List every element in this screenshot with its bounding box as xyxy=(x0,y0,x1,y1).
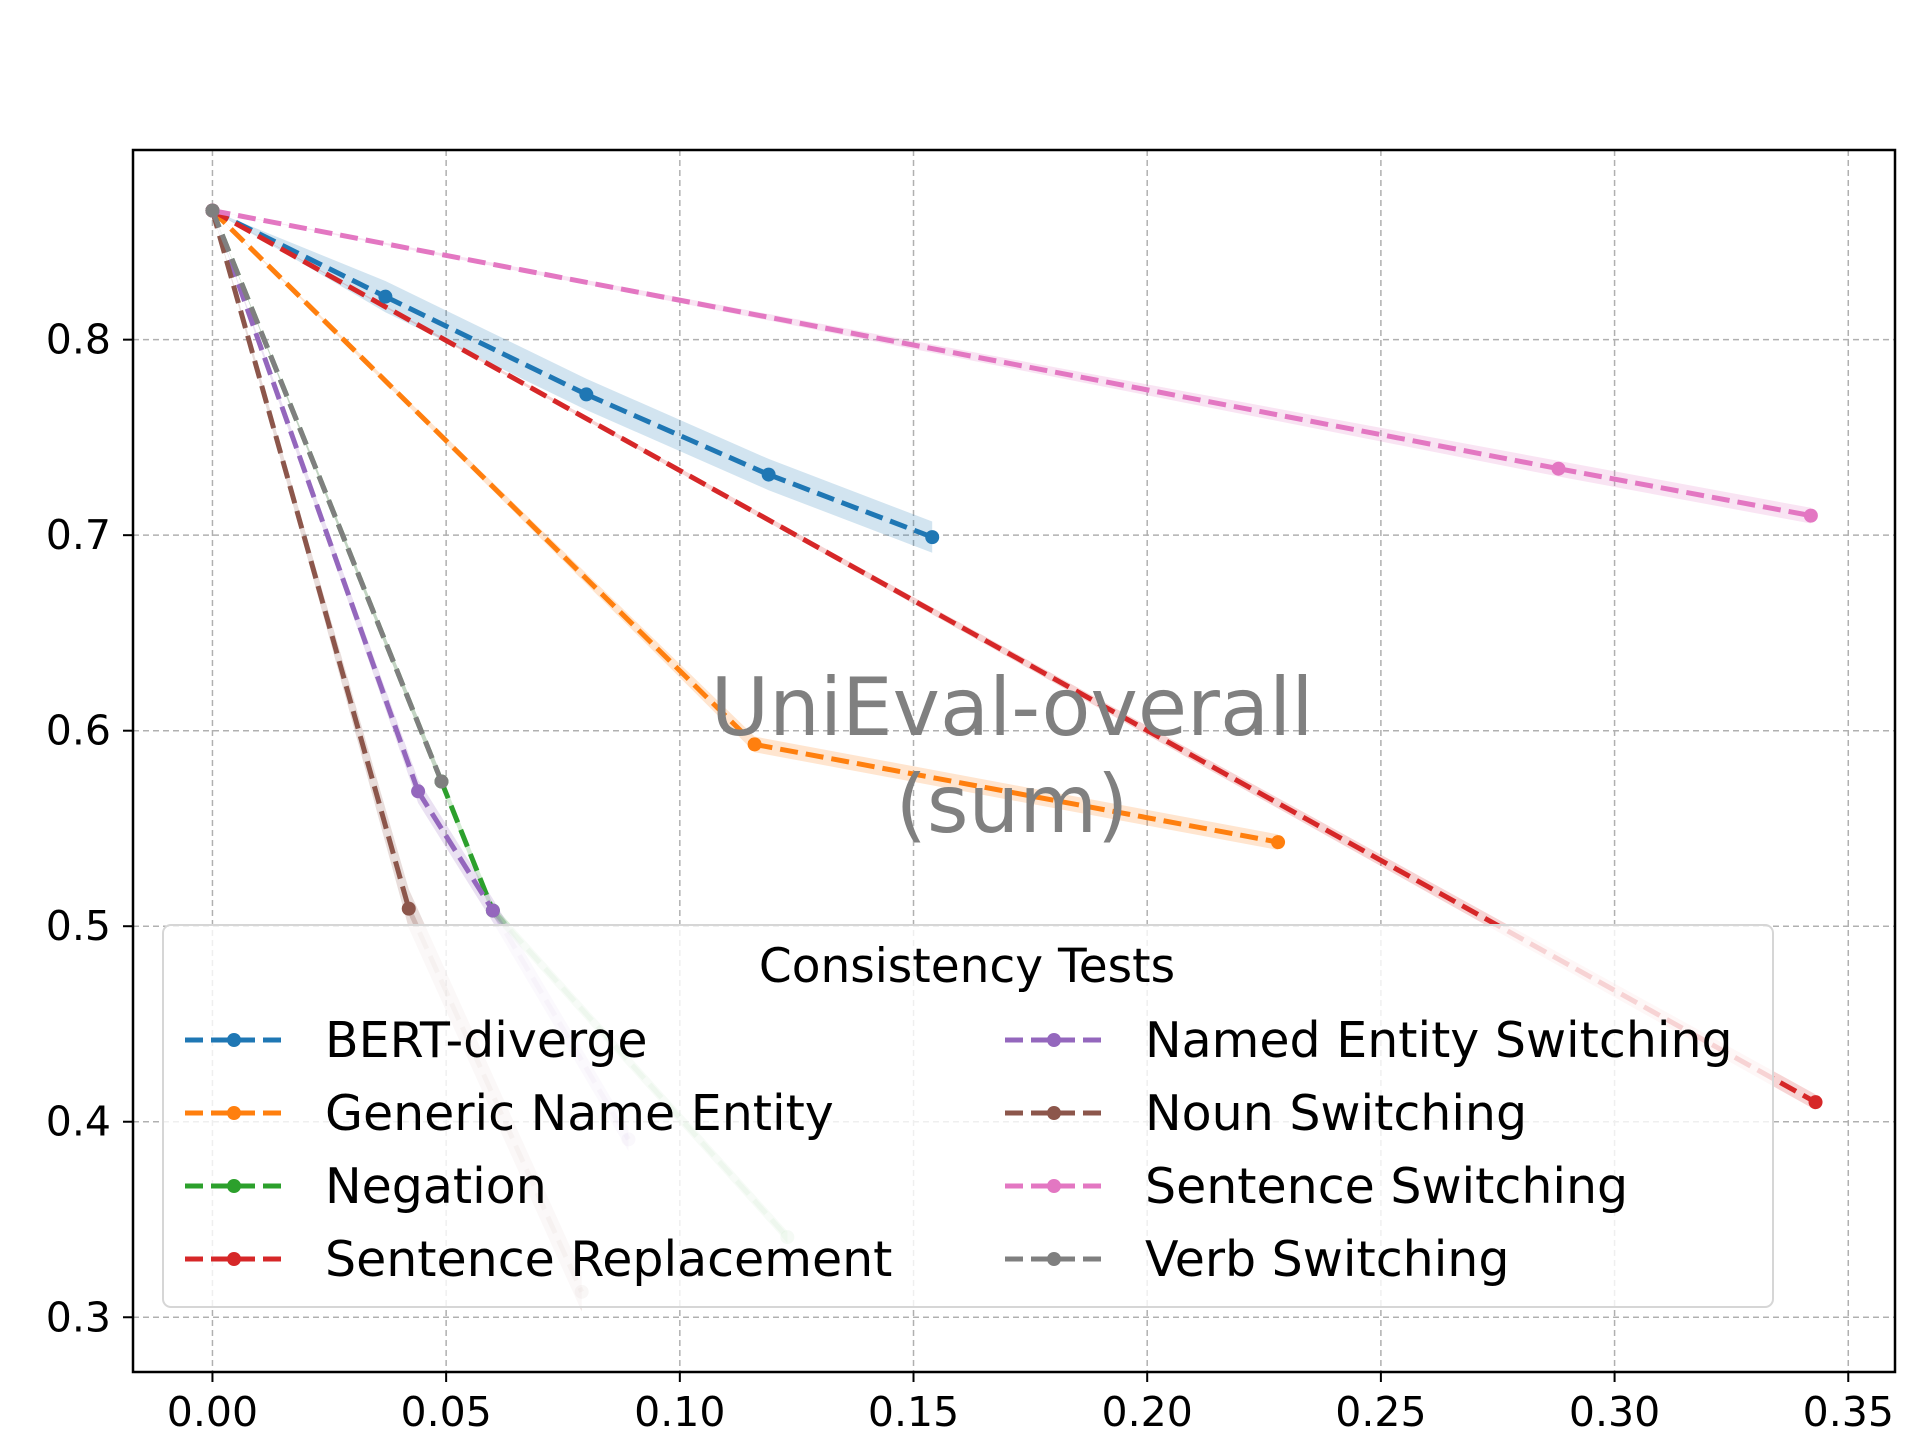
legend-item: Named Entity Switching xyxy=(1005,1012,1733,1069)
data-point xyxy=(1803,508,1818,523)
legend-item: Sentence Replacement xyxy=(185,1231,892,1288)
y-tick-label: 0.6 xyxy=(46,707,111,755)
data-point xyxy=(1551,461,1566,476)
data-point xyxy=(579,387,594,402)
data-point xyxy=(761,467,776,482)
legend-item: Noun Switching xyxy=(1005,1085,1527,1142)
legend-swatch-marker xyxy=(227,1252,241,1266)
legend-swatch-marker xyxy=(1047,1033,1061,1047)
data-point xyxy=(1271,835,1286,850)
axis-ticks: 0.00 0.05 0.10 0.15 0.20 0.25 0.30 0.35 0.3 0.4 0.… xyxy=(46,316,1894,1436)
legend-label: Generic Name Entity xyxy=(325,1085,834,1142)
series-line-segment xyxy=(384,294,588,397)
legend-item: Verb Switching xyxy=(1005,1231,1509,1288)
y-tick-label: 0.5 xyxy=(46,902,111,950)
legend-swatch-marker xyxy=(1047,1106,1061,1120)
legend-swatch-marker xyxy=(1047,1252,1061,1266)
legend-swatch-marker xyxy=(1047,1179,1061,1193)
x-tick-label: 0.15 xyxy=(868,1388,959,1436)
series-line-segment xyxy=(585,392,770,477)
series-line-segment xyxy=(415,789,495,912)
legend-label: Sentence Replacement xyxy=(325,1231,892,1288)
data-point xyxy=(205,203,220,218)
legend-label: BERT-diverge xyxy=(325,1012,648,1069)
legend-swatch-marker xyxy=(227,1179,241,1193)
legend-entries: BERT-diverge Generic Name Entity Negation S… xyxy=(185,1012,1733,1288)
x-tick-label: 0.30 xyxy=(1569,1388,1660,1436)
series-line-segment xyxy=(211,208,1559,472)
series-line-segment xyxy=(211,208,1817,1105)
data-point xyxy=(747,737,762,752)
legend-label: Sentence Switching xyxy=(1145,1158,1628,1215)
legend-item: Sentence Switching xyxy=(1005,1158,1628,1215)
x-tick-label: 0.05 xyxy=(400,1388,491,1436)
confidence-band xyxy=(212,210,1816,1111)
series-line-segment xyxy=(1558,466,1812,519)
data-point xyxy=(434,774,449,789)
legend-label: Verb Switching xyxy=(1145,1231,1509,1288)
legend-item: BERT-diverge xyxy=(185,1012,648,1069)
y-tick-label: 0.4 xyxy=(46,1098,111,1146)
y-tick-label: 0.3 xyxy=(46,1293,111,1341)
data-point xyxy=(925,530,940,545)
x-tick-label: 0.10 xyxy=(634,1388,725,1436)
series-line-segment xyxy=(754,741,1279,845)
legend-swatch-marker xyxy=(227,1033,241,1047)
confidence-band xyxy=(212,210,442,788)
data-point xyxy=(1808,1095,1823,1110)
x-tick-label: 0.35 xyxy=(1803,1388,1894,1436)
x-tick-label: 0.25 xyxy=(1335,1388,1426,1436)
y-tick-label: 0.7 xyxy=(46,511,111,559)
legend: Consistency Tests BERT-diverge Generic Na… xyxy=(162,924,1774,1308)
overlay-title-line2: (sum) xyxy=(896,758,1129,851)
legend-label: Named Entity Switching xyxy=(1145,1012,1733,1069)
series-line-segment xyxy=(210,208,757,747)
x-tick-label: 0.00 xyxy=(167,1388,258,1436)
series-line-segment xyxy=(439,780,496,912)
y-tick-label: 0.8 xyxy=(46,316,111,364)
series-line-segment xyxy=(767,472,934,540)
data-point xyxy=(401,901,416,916)
legend-label: Negation xyxy=(325,1158,547,1215)
overlay-title-line1: UniEval-overall xyxy=(711,661,1314,754)
plot-frame xyxy=(131,148,1897,1374)
legend-box xyxy=(162,924,1774,1308)
data-point xyxy=(378,289,393,304)
legend-item: Negation xyxy=(185,1158,547,1215)
legend-title: Consistency Tests xyxy=(759,939,1175,994)
data-point xyxy=(411,784,426,799)
data-point xyxy=(485,903,500,918)
series-line-segment xyxy=(210,209,412,910)
confidence-band xyxy=(212,210,933,553)
legend-swatch-marker xyxy=(227,1106,241,1120)
legend-label: Noun Switching xyxy=(1145,1085,1527,1142)
legend-item: Generic Name Entity xyxy=(185,1085,834,1142)
x-tick-label: 0.20 xyxy=(1102,1388,1193,1436)
